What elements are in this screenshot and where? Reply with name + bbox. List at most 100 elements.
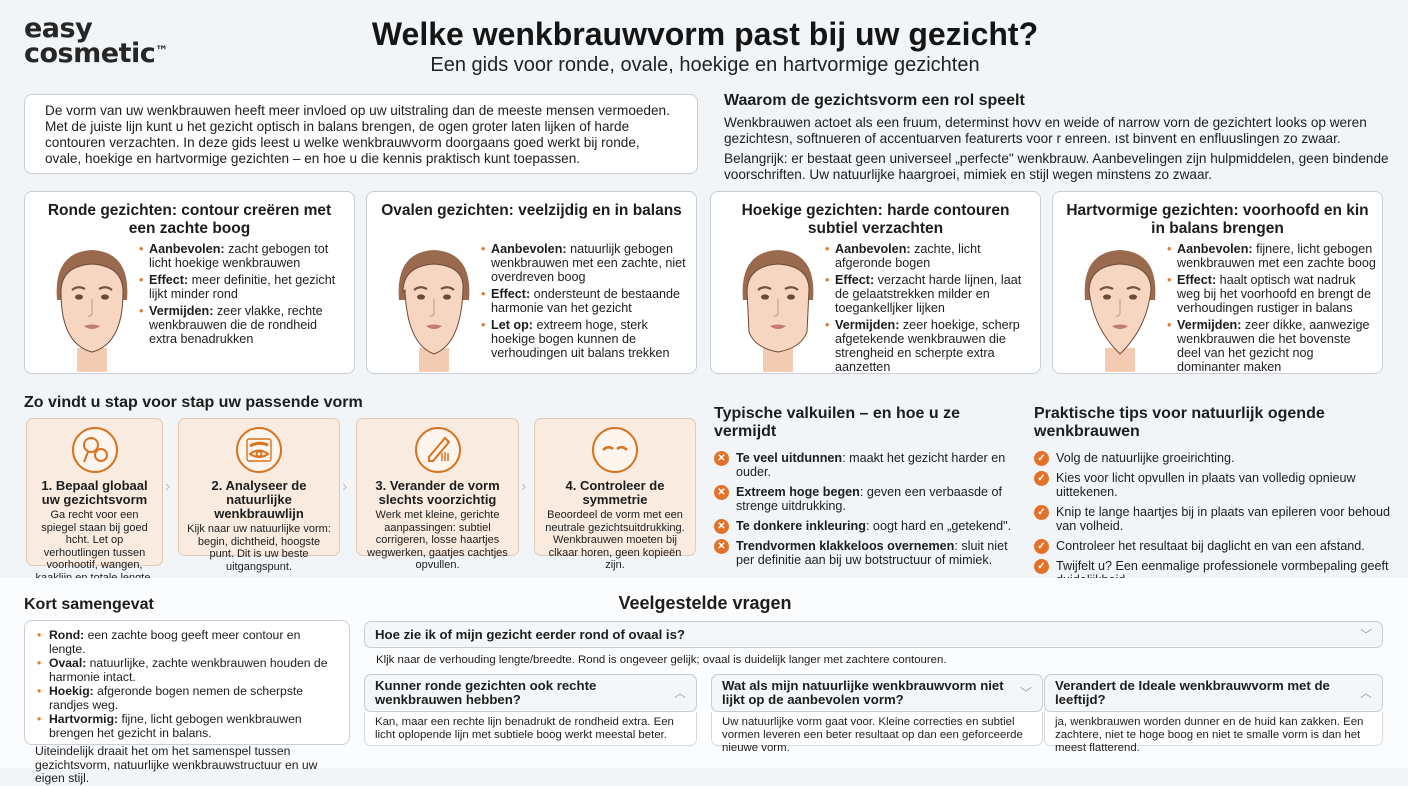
- list-item: ✓ Volg de natuurlijke groeirichting.: [1034, 451, 1394, 466]
- face-card-title: Ronde gezichten: contour creëren met een…: [47, 202, 332, 237]
- item-text: zeer hoekige, scherp afgetekende wenkbra…: [835, 318, 1020, 374]
- list-item: ✕ Trendvormen klakkeloos overnemen: sluit…: [714, 539, 1014, 567]
- item-label: Vermijden:: [1177, 318, 1242, 332]
- faq-question-text: Kunner ronde gezichten ook rechte wenkbr…: [375, 678, 597, 707]
- step-title: 4. Controleer de symmetrie: [565, 478, 665, 507]
- item-label: Hoekig:: [49, 684, 94, 698]
- list-item: Aanbevolen: fijnere, licht gebogen wenkb…: [1167, 242, 1376, 270]
- list-item: Effect: meer definitie, het gezicht lijk…: [139, 273, 348, 301]
- why-title: Waarom de gezichtsvorm een rol speelt: [724, 92, 1025, 109]
- item-label: Aanbevolen:: [835, 242, 911, 256]
- list-item: Hartvormig: fijne, licht gebogen wenkbra…: [35, 712, 339, 740]
- summary-title: Kort samengevat: [24, 596, 154, 613]
- list-item: Vermijden: zeer dikke, aanwezige wenkbra…: [1167, 318, 1376, 374]
- item-text: verzacht harde lijnen, laat de gelaatstr…: [835, 273, 1022, 315]
- list-item: Let op: extreem hoge, sterk hoekige boge…: [481, 318, 690, 360]
- item-text: Controleer het resultaat bij daglicht en…: [1056, 539, 1365, 553]
- pitfalls-title: Typische valkuilen – en hoe u ze vermijd…: [714, 405, 961, 440]
- list-item: ✓ Kies voor licht opvullen in plaats van …: [1034, 471, 1394, 499]
- item-text: : maakt het gezicht harder en ouder.: [736, 451, 1006, 479]
- item-text: Knip te lange haartjes bij in plaats van…: [1056, 505, 1390, 533]
- item-text: haalt optisch wat nadruk weg bij het voo…: [1177, 273, 1371, 315]
- chevron-right-icon: ›: [342, 478, 348, 495]
- why-section: Waarom de gezichtsvorm een rol speelt We…: [724, 92, 1394, 187]
- item-label: Effect:: [491, 287, 531, 301]
- faq-question[interactable]: Hoe zie ik of mijn gezicht eerder rond o…: [364, 621, 1383, 648]
- item-text: afgeronde bogen nemen de scherpste randj…: [49, 684, 304, 712]
- faq-question[interactable]: Verandert de Ideale wenkbrauwvorm met de…: [1044, 674, 1383, 712]
- chevron-down-icon[interactable]: ﹀: [1359, 627, 1372, 642]
- step-title: 2. Analyseer de natuurlijke wenkbrauwlij…: [211, 478, 307, 521]
- item-text: Volg de natuurlijke groeirichting.: [1056, 451, 1235, 465]
- tips-title: Praktische tips voor natuurlijk ogende w…: [1034, 405, 1325, 440]
- intro-box: De vorm van uw wenkbrauwen heeft meer in…: [24, 94, 698, 174]
- faq-answer: Kan, maar een rechte lijn benadrukt de r…: [364, 712, 697, 746]
- list-item: ✓ Twijfelt u? Een eenmalige professionele…: [1034, 559, 1394, 587]
- list-item: Vermijden: zeer vlakke, rechte wenkbrauw…: [139, 304, 348, 346]
- list-item: ✓ Controleer het resultaat bij daglicht e…: [1034, 539, 1394, 554]
- face-card-title: Hartvormige gezichten: voorhoofd en kin …: [1066, 202, 1369, 237]
- why-note: Belangrijk: er bestaat geen universeel „…: [724, 151, 1389, 182]
- faq-answer: ja, wenkbrauwen worden dunner en de huid…: [1044, 712, 1383, 754]
- check-circle-icon: ✓: [1034, 559, 1049, 574]
- page-subtitle: Een gids voor ronde, ovale, hoekige en h…: [430, 54, 980, 76]
- list-item: Effect: haalt optisch wat nadruk weg bij…: [1167, 273, 1376, 315]
- item-label: Vermijden:: [149, 304, 214, 318]
- item-text: zeer vlakke, rechte wenkbrauwen die de r…: [149, 304, 323, 346]
- page-title: Welke wenkbrauwvorm past bij uw gezicht?: [371, 16, 1039, 52]
- step-card: 4. Controleer de symmetrie Beoordeel de v…: [534, 418, 696, 571]
- faq-question[interactable]: Wat als mijn natuurlijke wenkbrauwvorm n…: [711, 674, 1043, 712]
- why-paragraph: Wenkbrauwen actoet als een fruum, determ…: [724, 115, 1367, 146]
- faq-answer: Kljk naar de verhouding lengte/breedte. …: [376, 654, 947, 666]
- face-card-title: Hoekige gezichten: harde contouren subti…: [741, 202, 1010, 237]
- face-card-list: Aanbevolen: zachte, licht afgeronde boge…: [825, 242, 1034, 377]
- list-item: ✕ Te donkere inkleuring: oogt hard en „ge…: [714, 519, 1014, 534]
- item-label: Te donkere inkleuring: [736, 519, 866, 533]
- list-item: Hoekig: afgeronde bogen nemen de scherps…: [35, 684, 339, 712]
- face-card-heart: Hartvormige gezichten: voorhoofd en kin …: [1052, 191, 1383, 374]
- item-text: ondersteunt de bestaande harmonie van he…: [491, 287, 681, 315]
- faq-question-text: Wat als mijn natuurlijke wenkbrauwvorm n…: [722, 678, 1004, 707]
- item-text: zachte, licht afgeronde bogen: [835, 242, 981, 270]
- item-text: natuurlijke, zachte wenkbrauwen houden d…: [49, 656, 328, 684]
- chevron-down-icon[interactable]: ﹀: [1019, 686, 1032, 700]
- chevron-right-icon: ›: [165, 478, 171, 495]
- faq-question[interactable]: Kunner ronde gezichten ook rechte wenkbr…: [364, 674, 697, 712]
- item-text: fijne, licht gebogen wenkbrauwen brengen…: [49, 712, 302, 740]
- item-label: Effect:: [835, 273, 875, 287]
- step-text: Ga recht voor een spiegel staan bij goed…: [35, 509, 153, 584]
- list-item: Effect: verzacht harde lijnen, laat de g…: [825, 273, 1034, 315]
- item-label: Ovaal:: [49, 656, 87, 670]
- list-item: ✕ Te veel uitdunnen: maakt het gezicht ha…: [714, 451, 1014, 479]
- list-item: Aanbevolen: zachte, licht afgeronde boge…: [825, 242, 1034, 270]
- step-text: Beoordeel de vorm met een neutrale gezic…: [545, 509, 685, 571]
- item-text: : oogt hard en „getekend".: [865, 519, 1012, 533]
- face-card-oval: Ovalen gezichten: veelzijdig en in balan…: [366, 191, 697, 374]
- list-item: ✕ Extreem hoge begen: geven een verbaasde…: [714, 485, 1014, 513]
- list-item: Effect: ondersteunt de bestaande harmoni…: [481, 287, 690, 315]
- check-circle-icon: ✓: [1034, 471, 1049, 486]
- item-label: Let op:: [491, 318, 533, 332]
- item-text: natuurlijk gebogen wenkbrauwen met een z…: [491, 242, 686, 284]
- chevron-up-icon[interactable]: ︿: [673, 686, 686, 700]
- brand-logo: easy cosmetic™: [24, 13, 168, 69]
- item-label: Effect:: [149, 273, 189, 287]
- pencil-icon: [414, 427, 461, 473]
- check-circle-icon: ✓: [1034, 451, 1049, 466]
- item-text: zacht gebogen tot licht hoekige wenkbrau…: [149, 242, 329, 270]
- face-card-square: Hoekige gezichten: harde contouren subti…: [710, 191, 1041, 374]
- list-item: Aanbevolen: zacht gebogen tot licht hoek…: [139, 242, 348, 270]
- chevron-right-icon: ›: [521, 478, 527, 495]
- item-text: Kies voor licht opvullen in plaats van v…: [1056, 471, 1356, 499]
- faq-title: Veelgestelde vragen: [618, 593, 792, 613]
- x-circle-icon: ✕: [714, 485, 729, 500]
- pitfalls-section: Typische valkuilen – en hoe u ze vermijd…: [714, 405, 1014, 573]
- summary-closing: Uiteindelijk draait het om het samenspel…: [35, 744, 318, 785]
- item-label: Effect:: [1177, 273, 1217, 287]
- steps-title: Zo vindt u stap voor stap uw passende vo…: [24, 394, 363, 411]
- chevron-up-icon[interactable]: ︿: [1359, 686, 1372, 700]
- step-title: 3. Verander de vorm slechts voorzichtig: [375, 478, 500, 507]
- item-text: extreem hoge, sterk hoekige bogen kunnen…: [491, 318, 670, 360]
- list-item: Rond: een zachte boog geeft meer contour…: [35, 628, 339, 656]
- face-card-list: Aanbevolen: natuurlijk gebogen wenkbrauw…: [481, 242, 690, 363]
